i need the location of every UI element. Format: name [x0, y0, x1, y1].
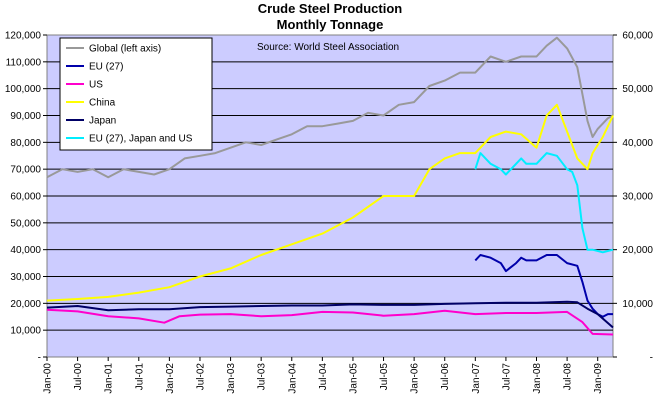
legend-box	[59, 37, 213, 151]
y-right-tick-label: 30,000	[622, 192, 653, 203]
x-tick-label: Jan-01	[104, 363, 115, 394]
x-tick-label: Jan-09	[593, 363, 604, 394]
x-tick-label: Jul-04	[318, 363, 329, 391]
y-left-tick-label: 10,000	[10, 326, 41, 337]
chart-title: Crude Steel Production	[258, 1, 403, 16]
y-right-tick-label: 40,000	[622, 138, 653, 149]
series-line	[474, 152, 614, 254]
x-tick-label: Jan-00	[43, 363, 54, 394]
x-tick-label: Jan-07	[471, 363, 482, 394]
y-left-tick-label: 80,000	[10, 138, 41, 149]
x-tick-label: Jul-01	[134, 363, 145, 391]
y-right-tick-label: 20,000	[622, 245, 653, 256]
x-tick-label: Jul-05	[379, 363, 390, 391]
y-right-tick-label: 10,000	[622, 299, 653, 310]
x-tick-label: Jul-02	[195, 363, 206, 391]
x-tick-label: Jul-08	[563, 363, 574, 391]
legend-label: EU (27)	[89, 62, 123, 73]
x-tick-label: Jan-06	[410, 363, 421, 394]
y-left-tick-label: 110,000	[6, 57, 42, 68]
legend-label: China	[89, 98, 116, 109]
x-tick-label: Jul-03	[257, 363, 268, 391]
y-left-tick-label: 120,000	[5, 31, 42, 42]
y-left-tick-label: 40,000	[10, 245, 41, 256]
legend-label: EU (27), Japan and US	[89, 134, 193, 145]
x-tick-label: Jul-07	[501, 363, 512, 391]
legend-label: Japan	[89, 116, 116, 127]
series-layer	[46, 36, 614, 336]
x-tick-label: Jan-02	[165, 363, 176, 394]
y-left-tick-label: 50,000	[10, 218, 41, 229]
y-left-tick-label: 30,000	[10, 272, 41, 283]
y-right-tick-label: -	[650, 353, 653, 364]
x-tick-label: Jan-03	[226, 363, 237, 394]
x-tick-label: Jan-04	[287, 363, 298, 394]
x-tick-label: Jan-05	[348, 363, 359, 394]
legend: Global (left axis) EU (27) US China Japan EU …	[59, 37, 213, 151]
y-left-tick-label: 70,000	[10, 165, 41, 176]
x-tick-label: Jul-00	[73, 363, 84, 391]
x-tick-label: Jul-06	[440, 363, 451, 391]
chart-subtitle: Monthly Tonnage	[277, 17, 384, 32]
series-line	[46, 103, 614, 302]
source-note: Source: World Steel Association	[257, 42, 399, 53]
y-left-tick-label: 60,000	[10, 192, 41, 203]
y-left-tick-label: -	[38, 353, 41, 364]
series-line	[46, 300, 614, 329]
x-tick-label: Jan-08	[532, 363, 543, 394]
y-left-tick-label: 100,000	[5, 84, 42, 95]
y-right-tick-label: 50,000	[622, 84, 653, 95]
axes: - 10,000 20,000 30,000 40,000 50,000 60,000 70,…	[5, 31, 654, 394]
y-left-tick-label: 20,000	[10, 299, 41, 310]
legend-label: US	[89, 80, 103, 91]
y-right-tick-label: 60,000	[622, 31, 653, 42]
series-line	[46, 36, 614, 179]
legend-label: Global (left axis)	[89, 44, 161, 55]
y-left-tick-label: 90,000	[10, 111, 41, 122]
series-line	[46, 308, 614, 336]
